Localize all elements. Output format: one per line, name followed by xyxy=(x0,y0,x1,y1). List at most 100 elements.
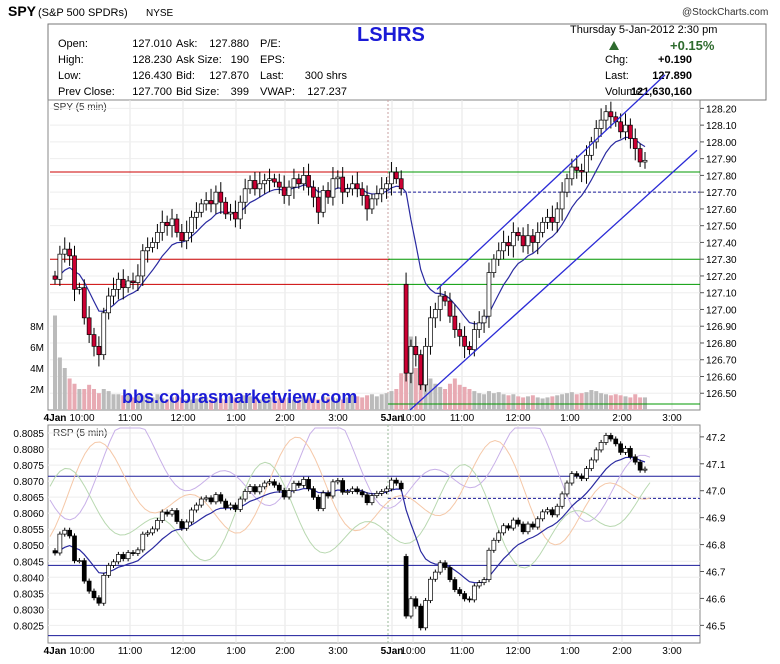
rsp-candle-body xyxy=(67,529,72,537)
candle-body xyxy=(203,200,209,205)
volume-bar xyxy=(594,391,599,410)
volume-bar xyxy=(121,395,126,410)
quote-value: 127.870 xyxy=(209,70,249,82)
rsp-candle-body xyxy=(457,589,463,594)
volume-bar xyxy=(92,389,97,410)
candle-body xyxy=(545,216,550,223)
candle-body xyxy=(169,218,175,227)
candle-body xyxy=(574,166,580,171)
rsp-candle-body xyxy=(86,580,92,592)
rsp-candle-body xyxy=(584,468,589,479)
quote-label: Chg: xyxy=(605,54,628,66)
rsp-candle-body xyxy=(72,535,77,562)
rsp-candle-body xyxy=(442,562,448,568)
volume-bar xyxy=(218,398,223,410)
candle-body xyxy=(296,178,302,185)
candle-body xyxy=(369,198,375,210)
volume-bar xyxy=(345,397,350,410)
exchange: NYSE xyxy=(146,8,174,19)
x-tick-label: 2:00 xyxy=(275,646,295,657)
rsp-candle-body xyxy=(467,598,472,601)
candle-body xyxy=(194,211,199,218)
volume-bar xyxy=(340,399,345,410)
volume-bar xyxy=(569,392,574,410)
x-tick-label: 10:00 xyxy=(400,413,425,424)
volume-bar xyxy=(326,397,331,410)
rsp-candle-body xyxy=(540,511,545,520)
volume-bar xyxy=(77,389,82,410)
candle-body xyxy=(291,178,297,188)
volume-bar xyxy=(355,396,360,410)
x-tick-label: 11:00 xyxy=(450,646,475,657)
volume-bar xyxy=(603,394,608,410)
rsp-candle-body xyxy=(96,597,102,604)
candle-body xyxy=(491,258,497,273)
rsp-candle-body xyxy=(194,504,199,511)
y-tick-label: 127.20 xyxy=(706,272,737,283)
quote-value: 127.700 xyxy=(132,86,172,98)
y2-tick-label: 46.9 xyxy=(706,514,726,525)
volume-bar xyxy=(360,397,365,410)
y2-tick-label: 46.5 xyxy=(706,621,726,632)
candle-body xyxy=(598,119,604,129)
volume-bar xyxy=(525,396,530,410)
rsp-candle-body xyxy=(52,550,58,554)
candle-body xyxy=(476,322,482,330)
y-tick-label: 0.8025 xyxy=(13,621,44,632)
x-tick-label: 4Jan xyxy=(44,646,67,657)
rsp-candle-body xyxy=(379,491,385,494)
candle-body xyxy=(632,138,638,149)
rsp-candle-body xyxy=(120,554,126,560)
volume-bar xyxy=(316,399,321,410)
candle-body xyxy=(325,190,331,198)
quote-value: 126.430 xyxy=(132,70,172,82)
x-tick-label: 1:00 xyxy=(560,413,580,424)
rsp-candle-body xyxy=(174,510,180,522)
candle-body xyxy=(159,221,165,233)
rsp-candle-body xyxy=(520,523,526,533)
volume-bar xyxy=(633,394,638,410)
x-tick-label: 2:00 xyxy=(275,413,295,424)
volume-bar xyxy=(433,383,438,410)
x-tick-label: 5Jan xyxy=(381,413,404,424)
candle-body xyxy=(559,191,565,210)
candle-body xyxy=(437,295,443,310)
volume-bar xyxy=(87,384,92,410)
rsp-candle-body xyxy=(554,505,560,516)
rsp-candle-body xyxy=(350,488,355,492)
quote-label: High: xyxy=(58,54,84,66)
rsp-candle-body xyxy=(164,511,170,515)
rsp-candle-body xyxy=(286,490,292,498)
candle-body xyxy=(330,178,336,198)
quote-value: 127.880 xyxy=(209,38,249,50)
y-tick-label: 126.60 xyxy=(706,372,737,383)
candle-body xyxy=(130,280,136,283)
volume-bar xyxy=(67,378,72,410)
candle-body xyxy=(510,232,516,247)
candle-body xyxy=(642,159,648,163)
volume-bar xyxy=(335,398,340,410)
rsp-candle-body xyxy=(574,473,580,477)
candle-body xyxy=(81,287,87,319)
x-tick-label: 3:00 xyxy=(662,646,682,657)
volume-bar xyxy=(599,393,604,410)
rsp-candle-body xyxy=(486,549,492,580)
y-tick-label: 127.30 xyxy=(706,255,737,266)
y-tick-label: 126.90 xyxy=(706,322,737,333)
rsp-candle-body xyxy=(413,598,419,607)
candle-body xyxy=(608,111,614,118)
quote-label: P/E: xyxy=(260,38,281,50)
quote-value: 128.230 xyxy=(132,54,172,66)
candle-body xyxy=(257,183,263,190)
rsp-candle-body xyxy=(198,498,204,506)
y-tick-label: 128.00 xyxy=(706,138,737,149)
volume-bar xyxy=(530,395,535,410)
volume-bar xyxy=(53,315,57,410)
volume-bar xyxy=(560,394,565,410)
x-tick-label: 12:00 xyxy=(170,646,195,657)
x-tick-label: 3:00 xyxy=(328,413,348,424)
volume-bar xyxy=(613,394,618,410)
volume-bar xyxy=(550,396,555,410)
volume-bar xyxy=(135,395,140,410)
